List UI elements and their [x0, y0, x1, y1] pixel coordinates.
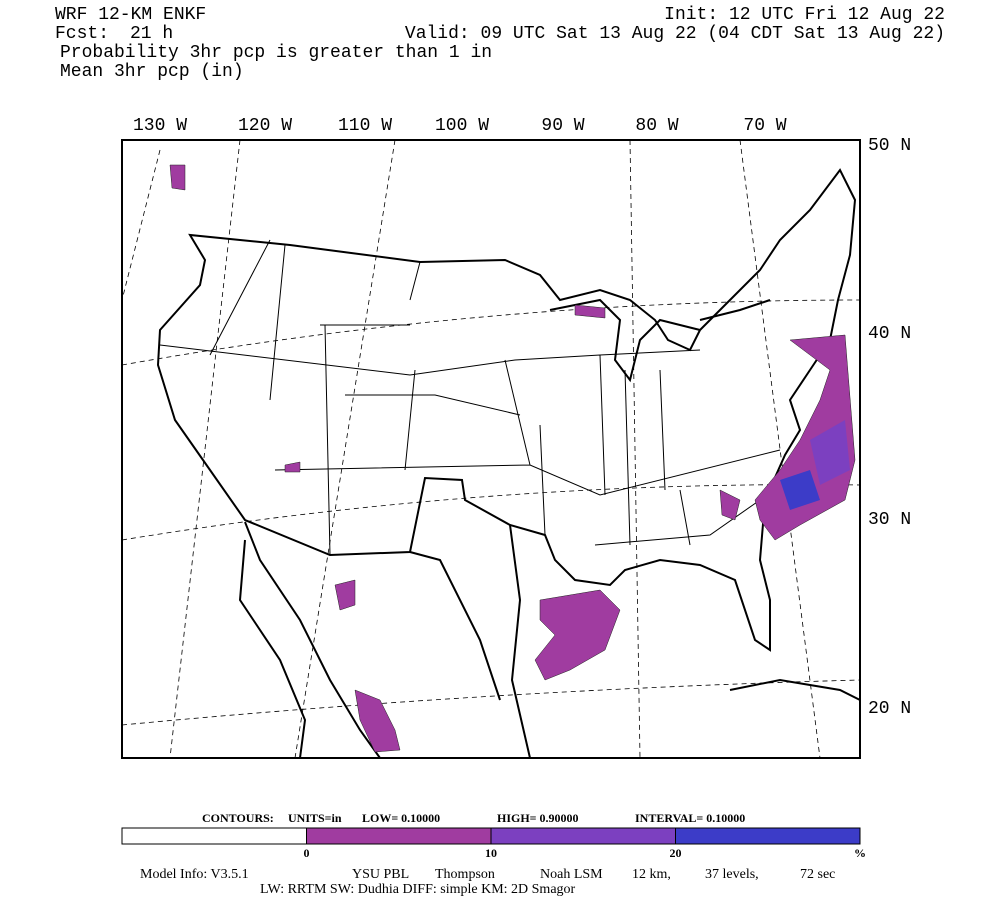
- precip-area: [574, 304, 606, 319]
- colorbar-label: 0: [304, 846, 310, 860]
- pbl: YSU PBL: [352, 867, 409, 882]
- precip-area: [169, 164, 186, 191]
- parallel: [121, 679, 861, 726]
- model-title: WRF 12-KM ENKF: [55, 5, 206, 25]
- field-title: Probability 3hr pcp is greater than 1 in: [60, 43, 492, 63]
- lon-label: 90 W: [541, 116, 584, 136]
- lat-label: 30 N: [868, 510, 911, 530]
- contours-units: UNITS=in: [288, 811, 342, 825]
- lat-labels: 50 N 40 N 30 N 20 N: [868, 136, 911, 719]
- fcst-label: Fcst:: [55, 24, 109, 44]
- colorbar-label: 20: [670, 846, 682, 860]
- baja: [238, 539, 307, 759]
- colorbar: 0 10 20%: [121, 827, 866, 860]
- footer-line2: LW: RRTM SW: Dudhia DIFF: simple KM: 2D …: [260, 882, 576, 897]
- precip-core: [810, 420, 850, 485]
- model-info: Model Info: V3.5.1: [140, 867, 249, 882]
- lon-label: 100 W: [435, 116, 489, 136]
- parallel: [121, 299, 861, 366]
- lon-labels: 130 W 120 W 110 W 100 W 90 W 80 W 70 W: [133, 116, 787, 136]
- map: [121, 139, 861, 759]
- precip-area: [334, 579, 356, 611]
- meridian: [121, 149, 161, 301]
- precip-area: [534, 589, 621, 681]
- contours-interval: INTERVAL= 0.10000: [635, 811, 745, 825]
- great-lakes: [549, 298, 771, 383]
- colorbar-segment: [306, 827, 492, 845]
- lon-label: 80 W: [635, 116, 678, 136]
- fcst-hour: 21 h: [130, 24, 173, 44]
- graticule: [121, 139, 861, 759]
- precip-area: [719, 489, 741, 521]
- cuba: [729, 678, 861, 701]
- lon-label: 120 W: [238, 116, 292, 136]
- precip-area: [284, 461, 301, 473]
- colorbar-label: %: [854, 846, 866, 860]
- parallel: [121, 484, 861, 541]
- contours-high: HIGH= 0.90000: [497, 811, 579, 825]
- precip-area: [354, 689, 401, 753]
- colorbar-label: 10: [485, 846, 497, 860]
- resolution: 12 km,: [632, 867, 671, 882]
- init-time: Init: 12 UTC Fri 12 Aug 22: [664, 5, 945, 25]
- precip-area: [754, 334, 856, 541]
- mexico: [244, 521, 531, 759]
- state-borders: [159, 239, 781, 556]
- lon-label: 110 W: [338, 116, 392, 136]
- lat-label: 20 N: [868, 699, 911, 719]
- lon-label: 70 W: [743, 116, 786, 136]
- precip-core: [780, 470, 820, 510]
- lat-label: 50 N: [868, 136, 911, 156]
- coastline: [156, 168, 857, 652]
- meridian: [629, 139, 641, 759]
- lat-label: 40 N: [868, 324, 911, 344]
- precip-areas: [169, 164, 856, 753]
- map-frame: [121, 139, 861, 759]
- contour-field: Mean 3hr pcp (in): [60, 62, 244, 82]
- contours-label: CONTOURS:: [202, 811, 274, 825]
- lsm: Noah LSM: [540, 867, 603, 882]
- meridian: [169, 139, 241, 759]
- colorbar-segment: [121, 827, 307, 845]
- microphysics: Thompson: [435, 867, 495, 882]
- meridian: [739, 139, 821, 759]
- valid-time: Valid: 09 UTC Sat 13 Aug 22 (04 CDT Sat …: [405, 24, 945, 44]
- levels: 37 levels,: [705, 867, 759, 882]
- timestep: 72 sec: [800, 867, 835, 882]
- colorbar-segment: [490, 827, 676, 845]
- contours-low: LOW= 0.10000: [362, 811, 440, 825]
- lon-label: 130 W: [133, 116, 187, 136]
- colorbar-segment: [675, 827, 861, 845]
